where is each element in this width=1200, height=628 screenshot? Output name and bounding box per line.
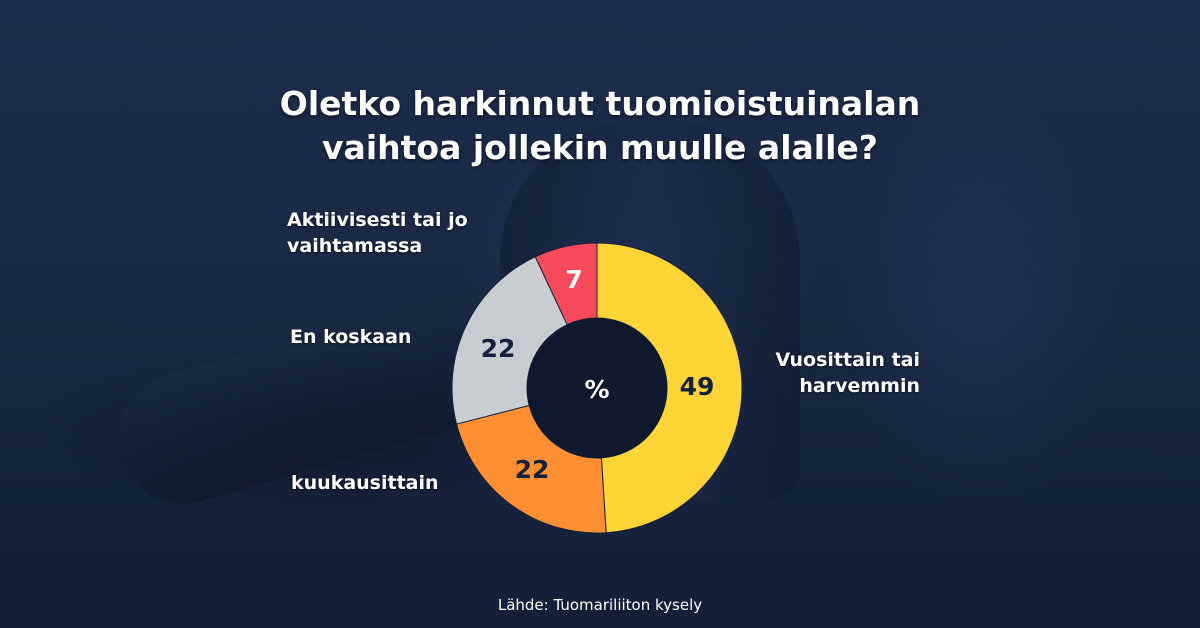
label-vuosittain-line2: harvemmin <box>799 375 920 397</box>
chart-title-line2: vaihtoa jollekin muulle alalle? <box>322 128 878 167</box>
label-vuosittain: Vuosittain tai harvemmin <box>774 347 921 399</box>
label-kuukausittain: kuukausittain <box>291 472 439 494</box>
slice-aktiivisesti <box>534 242 598 326</box>
chart-title-line1: Oletko harkinnut tuomioistuinalan <box>279 84 921 123</box>
donut-slices <box>451 242 743 534</box>
label-aktiivisesti-line1: Aktiivisesti tai jo <box>287 209 468 231</box>
label-vuosittain-line1: Vuosittain tai <box>775 349 921 371</box>
label-aktiivisesti-line2: vaihtamassa <box>287 235 423 257</box>
source-note: Lähde: Tuomariliiton kysely <box>497 596 703 614</box>
donut-hole <box>527 318 667 458</box>
value-kuukausittain: 22 <box>515 455 550 484</box>
value-aktiivisesti: 7 <box>565 265 582 294</box>
value-vuosittain: 49 <box>680 372 715 401</box>
value-en-koskaan: 22 <box>481 334 516 363</box>
label-aktiivisesti: Aktiivisesti tai jo vaihtamassa <box>287 207 468 259</box>
center-percent-label: % <box>584 375 609 404</box>
label-en-koskaan: En koskaan <box>290 326 412 348</box>
chart-title: Oletko harkinnut tuomioistuinalan vaihto… <box>0 82 1200 170</box>
